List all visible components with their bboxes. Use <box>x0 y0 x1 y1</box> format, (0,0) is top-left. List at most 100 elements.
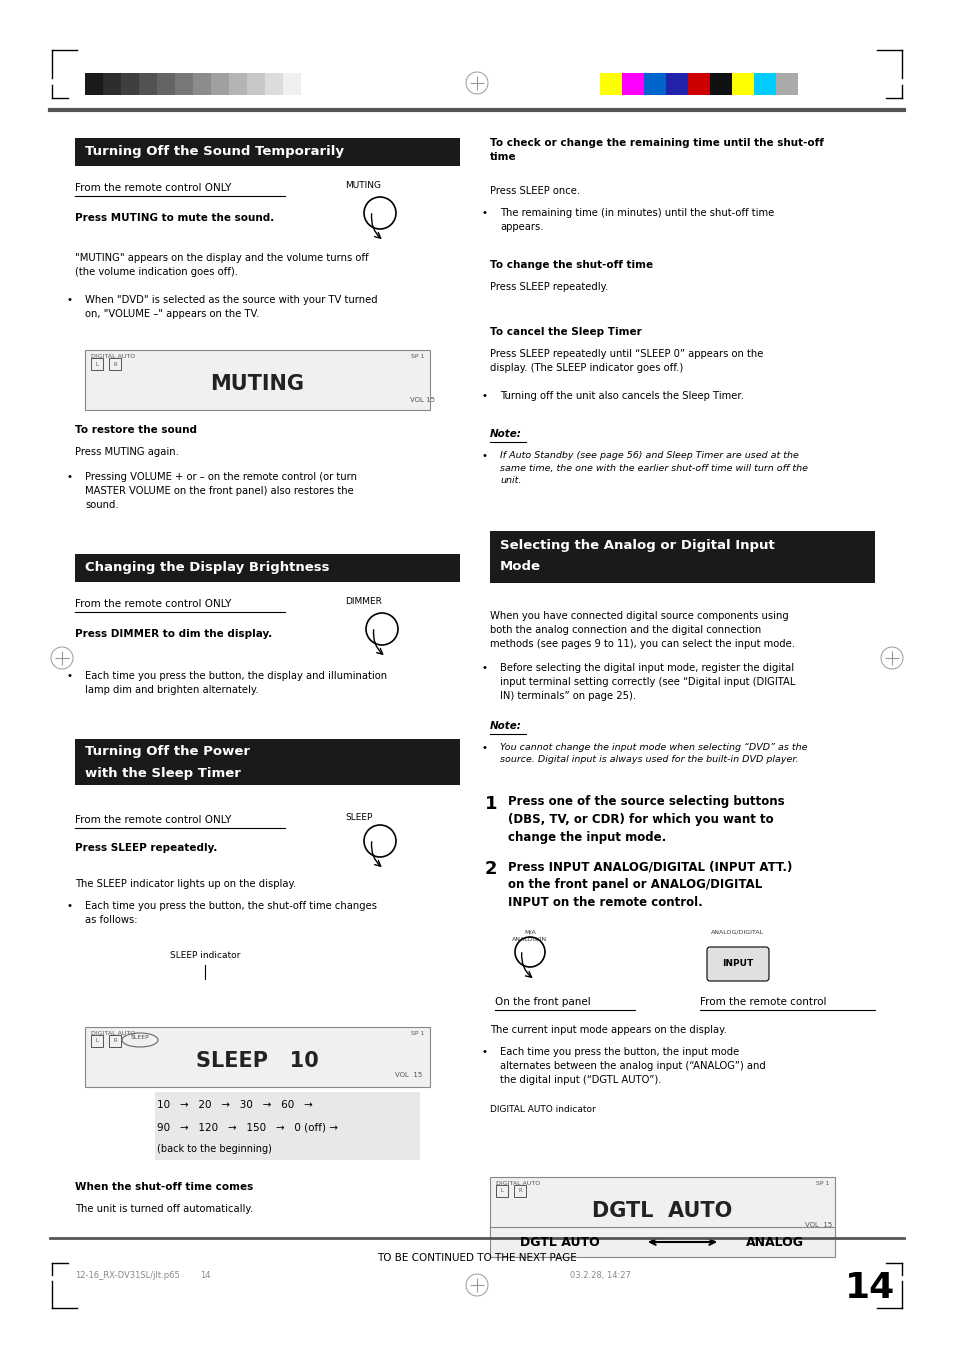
Text: SLEEP: SLEEP <box>131 1035 150 1040</box>
Text: From the remote control ONLY: From the remote control ONLY <box>75 599 232 609</box>
Bar <box>91 359 103 369</box>
Text: DGTL  AUTO: DGTL AUTO <box>592 1201 732 1220</box>
Text: DIGITAL AUTO: DIGITAL AUTO <box>91 1031 135 1036</box>
Bar <box>753 73 775 95</box>
Text: (back to the beginning): (back to the beginning) <box>157 1145 272 1154</box>
Text: The remaining time (in minutes) until the shut-off time
appears.: The remaining time (in minutes) until th… <box>499 208 774 231</box>
Bar <box>514 1185 525 1197</box>
Text: Each time you press the button, the display and illumination
lamp dim and bright: Each time you press the button, the disp… <box>85 671 387 695</box>
Text: To check or change the remaining time until the shut-off
time: To check or change the remaining time un… <box>490 138 823 162</box>
Text: 12-16_RX-DV31SL/jlt.p65: 12-16_RX-DV31SL/jlt.p65 <box>75 1270 179 1280</box>
Text: DIGITAL AUTO: DIGITAL AUTO <box>91 354 135 359</box>
Text: If Auto Standby (see page 56) and Sleep Timer are used at the
same time, the one: If Auto Standby (see page 56) and Sleep … <box>499 451 807 484</box>
Bar <box>490 1227 834 1257</box>
Text: SLEEP   10: SLEEP 10 <box>196 1051 318 1072</box>
Text: Turning Off the Power: Turning Off the Power <box>85 746 250 759</box>
Bar <box>211 73 229 95</box>
Text: with the Sleep Timer: with the Sleep Timer <box>85 767 240 779</box>
Text: The SLEEP indicator lights up on the display.: The SLEEP indicator lights up on the dis… <box>75 879 296 889</box>
Text: VOL  15: VOL 15 <box>395 1072 422 1078</box>
Text: L: L <box>500 1188 503 1193</box>
Text: When "DVD" is selected as the source with your TV turned
on, "VOLUME –" appears : When "DVD" is selected as the source wit… <box>85 295 377 319</box>
Text: •: • <box>481 451 488 461</box>
Bar <box>174 73 193 95</box>
Bar <box>75 739 459 785</box>
Text: Press SLEEP repeatedly until “SLEEP 0” appears on the
display. (The SLEEP indica: Press SLEEP repeatedly until “SLEEP 0” a… <box>490 349 762 373</box>
Text: 2: 2 <box>484 861 497 878</box>
Bar <box>621 73 643 95</box>
Bar <box>109 359 121 369</box>
Text: R: R <box>113 361 117 367</box>
Text: •: • <box>481 663 488 672</box>
Text: To change the shut-off time: To change the shut-off time <box>490 260 653 271</box>
Text: Press SLEEP repeatedly.: Press SLEEP repeatedly. <box>75 843 217 852</box>
Text: The current input mode appears on the display.: The current input mode appears on the di… <box>490 1026 726 1035</box>
Text: •: • <box>481 391 488 400</box>
Text: SP 1: SP 1 <box>815 1181 828 1187</box>
Text: Before selecting the digital input mode, register the digital
input terminal set: Before selecting the digital input mode,… <box>499 663 795 701</box>
Text: Pressing VOLUME + or – on the remote control (or turn
MASTER VOLUME on the front: Pressing VOLUME + or – on the remote con… <box>85 472 356 510</box>
Bar <box>265 73 283 95</box>
Bar <box>85 1027 430 1086</box>
Text: 03.2.28, 14:27: 03.2.28, 14:27 <box>569 1270 630 1280</box>
Bar <box>154 1092 419 1160</box>
Bar <box>731 73 753 95</box>
Text: •: • <box>67 671 73 681</box>
Text: Press SLEEP repeatedly.: Press SLEEP repeatedly. <box>490 281 608 292</box>
Text: From the remote control ONLY: From the remote control ONLY <box>75 815 232 825</box>
Text: VOL  15: VOL 15 <box>804 1222 831 1229</box>
Bar <box>775 73 797 95</box>
Text: DIGITAL AUTO indicator: DIGITAL AUTO indicator <box>490 1105 595 1114</box>
Bar <box>109 1035 121 1047</box>
Text: To restore the sound: To restore the sound <box>75 425 196 436</box>
Text: 10   →   20   →   30   →   60   →: 10 → 20 → 30 → 60 → <box>157 1100 313 1109</box>
Text: Turning off the unit also cancels the Sleep Timer.: Turning off the unit also cancels the Sl… <box>499 391 743 400</box>
Text: Note:: Note: <box>490 721 521 731</box>
Text: DIMMER: DIMMER <box>345 597 381 606</box>
Text: L: L <box>95 1039 98 1043</box>
Text: You cannot change the input mode when selecting “DVD” as the
source. Digital inp: You cannot change the input mode when se… <box>499 743 806 764</box>
Text: Turning Off the Sound Temporarily: Turning Off the Sound Temporarily <box>85 146 344 158</box>
Bar <box>103 73 121 95</box>
Text: The unit is turned off automatically.: The unit is turned off automatically. <box>75 1204 253 1214</box>
Text: SP 1: SP 1 <box>410 1031 423 1036</box>
Bar <box>599 73 621 95</box>
Text: To cancel the Sleep Timer: To cancel the Sleep Timer <box>490 327 641 337</box>
Text: MUTING: MUTING <box>345 181 380 189</box>
Text: Note:: Note: <box>490 429 521 438</box>
Text: VOL 15: VOL 15 <box>410 396 435 403</box>
Text: From the remote control: From the remote control <box>700 997 825 1007</box>
Text: L: L <box>95 361 98 367</box>
Text: •: • <box>481 743 488 754</box>
Text: Each time you press the button, the input mode
alternates between the analog inp: Each time you press the button, the inpu… <box>499 1047 765 1085</box>
Bar <box>75 138 459 166</box>
Text: 90   →   120   →   150   →   0 (off) →: 90 → 120 → 150 → 0 (off) → <box>157 1122 337 1132</box>
Text: On the front panel: On the front panel <box>495 997 590 1007</box>
Text: 14: 14 <box>200 1270 211 1280</box>
Text: R: R <box>113 1039 117 1043</box>
Text: M/A
ANALOG/IN: M/A ANALOG/IN <box>512 930 547 942</box>
Bar <box>687 73 709 95</box>
Bar <box>490 1177 834 1237</box>
Text: 14: 14 <box>844 1270 894 1306</box>
Bar <box>247 73 265 95</box>
Bar <box>283 73 301 95</box>
Text: TO BE CONTINUED TO THE NEXT PAGE: TO BE CONTINUED TO THE NEXT PAGE <box>376 1253 577 1262</box>
Bar <box>643 73 665 95</box>
Text: •: • <box>67 901 73 911</box>
Bar <box>229 73 247 95</box>
Bar <box>709 73 731 95</box>
Bar <box>665 73 687 95</box>
Text: •: • <box>481 208 488 218</box>
Text: INPUT: INPUT <box>721 959 753 969</box>
Bar <box>121 73 139 95</box>
Text: Changing the Display Brightness: Changing the Display Brightness <box>85 561 329 575</box>
Text: When the shut-off time comes: When the shut-off time comes <box>75 1183 253 1192</box>
Text: ANALOG/DIGITAL: ANALOG/DIGITAL <box>711 930 763 935</box>
Bar <box>139 73 157 95</box>
Bar <box>91 1035 103 1047</box>
Text: Press MUTING to mute the sound.: Press MUTING to mute the sound. <box>75 212 274 223</box>
Text: "MUTING" appears on the display and the volume turns off
(the volume indication : "MUTING" appears on the display and the … <box>75 253 368 277</box>
Bar <box>193 73 211 95</box>
Text: •: • <box>481 1047 488 1057</box>
